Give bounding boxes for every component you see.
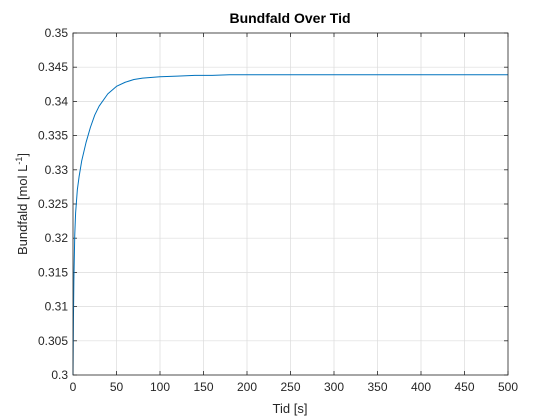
y-axis-label-base: Bundfald [mol L (15, 165, 30, 255)
y-tick-label: 0.32 (45, 231, 69, 245)
x-tick-label: 250 (280, 380, 300, 394)
y-tick-label: 0.35 (45, 26, 69, 40)
x-tick-label: 350 (367, 380, 387, 394)
y-tick-label: 0.325 (38, 197, 68, 211)
x-tick-label: 150 (193, 380, 213, 394)
y-axis-label: Bundfald [mol L-1] (14, 153, 30, 255)
x-axis-label: Tid [s] (273, 401, 308, 416)
y-axis-label-suffix: ] (15, 153, 30, 157)
x-tick-labels: 0 50 100 150 200 250 300 350 400 450 500 (70, 380, 519, 394)
chart-title: Bundfald Over Tid (229, 10, 350, 26)
y-tick-label: 0.34 (45, 94, 69, 108)
y-tick-label: 0.305 (38, 334, 68, 348)
y-tick-label: 0.33 (45, 163, 69, 177)
x-tick-label: 500 (498, 380, 518, 394)
y-tick-label: 0.3 (51, 368, 68, 382)
x-tick-label: 100 (150, 380, 170, 394)
y-tick-label: 0.315 (38, 265, 68, 279)
plot-frame (72, 32, 509, 376)
series-group (72, 74, 508, 376)
y-tick-label: 0.335 (38, 129, 68, 143)
y-tick-label: 0.345 (38, 60, 68, 74)
y-tick-labels: 0.3 0.305 0.31 0.315 0.32 0.325 0.33 0.335 0.34 0… (38, 26, 68, 382)
x-tick-label: 0 (70, 380, 77, 394)
x-tick-label: 300 (324, 380, 344, 394)
y-tick-label: 0.31 (45, 300, 69, 314)
y-axis-label-exponent: -1 (14, 157, 24, 165)
series-line (72, 74, 508, 376)
x-tick-label: 400 (411, 380, 431, 394)
x-tick-label: 50 (110, 380, 124, 394)
x-tick-label: 450 (454, 380, 474, 394)
x-tick-label: 200 (237, 380, 257, 394)
